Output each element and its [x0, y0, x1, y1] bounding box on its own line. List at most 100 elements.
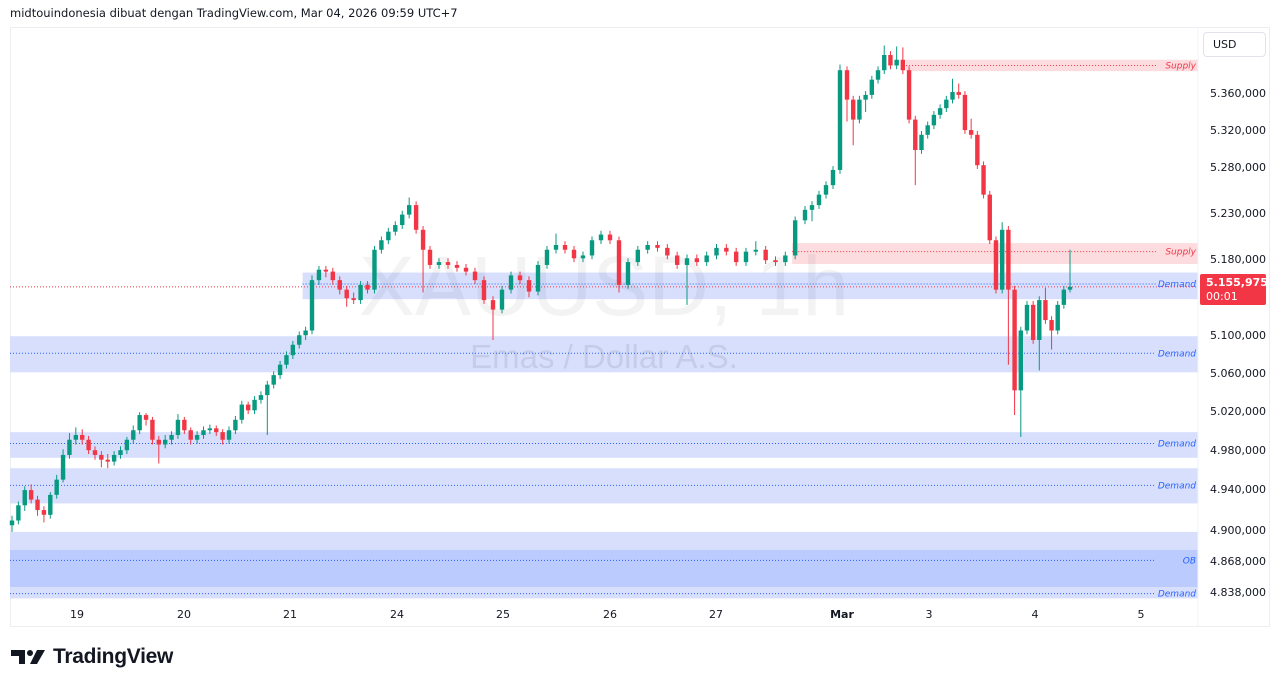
- candle: [844, 66, 850, 122]
- tradingview-logo[interactable]: TradingView: [11, 645, 173, 669]
- candle: [544, 245, 550, 269]
- candle-body: [517, 275, 523, 281]
- candle: [220, 429, 225, 445]
- zone-label: Supply: [1165, 61, 1196, 71]
- candle-body: [131, 430, 136, 440]
- candle: [607, 230, 613, 245]
- candle-body: [1037, 300, 1042, 340]
- candle-body: [137, 415, 142, 431]
- candle-body: [694, 258, 700, 263]
- chart-header: midtouindonesia dibuat dengan TradingVie…: [10, 6, 458, 20]
- candle-body: [9, 520, 15, 526]
- candle-body: [616, 240, 622, 285]
- candle-body: [427, 249, 433, 265]
- candle-body: [41, 510, 47, 515]
- candle: [372, 245, 377, 294]
- candle: [598, 230, 604, 245]
- candle-body: [1049, 320, 1054, 331]
- candle: [1061, 285, 1067, 309]
- candle: [694, 254, 700, 266]
- candle-body: [105, 459, 110, 462]
- candle: [406, 197, 412, 219]
- candle-body: [386, 231, 391, 241]
- candle-body: [28, 490, 34, 500]
- candle-body: [882, 55, 887, 71]
- candle: [837, 64, 843, 174]
- candle: [773, 256, 778, 266]
- candle: [999, 222, 1005, 294]
- candle: [169, 431, 174, 445]
- candle: [35, 495, 40, 516]
- candle: [400, 210, 405, 229]
- candle: [1055, 301, 1060, 335]
- candle: [379, 236, 384, 254]
- candle: [105, 454, 110, 469]
- candle: [913, 115, 918, 186]
- candle: [28, 484, 34, 504]
- candle-body: [607, 234, 613, 241]
- candle-body: [1018, 330, 1023, 391]
- candle: [365, 281, 370, 294]
- candle-body: [981, 165, 986, 195]
- candle: [944, 95, 949, 112]
- candle: [290, 340, 296, 359]
- candle: [481, 276, 487, 304]
- candle: [535, 261, 541, 296]
- x-tick-label: Mar: [830, 608, 854, 621]
- candle-body: [1030, 304, 1036, 340]
- candle: [743, 247, 749, 266]
- candle-body: [16, 505, 21, 521]
- candle-body: [906, 70, 912, 120]
- zone-label: Demand: [1158, 440, 1196, 450]
- candle: [562, 241, 568, 254]
- candle-body: [645, 245, 650, 250]
- candle: [875, 66, 881, 84]
- candle-body: [1067, 286, 1073, 290]
- y-tick-label: 5.320,000: [1210, 124, 1266, 137]
- candle-body: [823, 185, 829, 195]
- candle-body: [580, 255, 586, 259]
- candle-body: [900, 59, 906, 71]
- candle: [981, 161, 986, 199]
- candle-body: [894, 59, 899, 66]
- y-tick-label: 4.838,000: [1210, 586, 1266, 599]
- candle: [616, 236, 622, 293]
- candle-body: [245, 404, 251, 411]
- y-tick-label: 5.060,000: [1210, 367, 1266, 380]
- candle: [968, 118, 974, 139]
- candle-body: [344, 289, 349, 299]
- candle-body: [316, 269, 322, 281]
- candle: [207, 424, 213, 435]
- candle: [80, 429, 85, 445]
- candle-body: [753, 249, 759, 252]
- candle-body: [80, 435, 85, 440]
- zone-label: Demand: [1158, 349, 1196, 359]
- y-tick-label: 4.900,000: [1210, 524, 1266, 537]
- candle: [297, 331, 302, 349]
- candle-body: [420, 229, 426, 250]
- candle-body: [816, 194, 822, 206]
- candle-body: [481, 280, 487, 301]
- candle: [73, 427, 79, 445]
- candle: [344, 285, 349, 307]
- candle: [156, 435, 162, 464]
- candle: [427, 245, 433, 269]
- candle-body: [207, 428, 213, 431]
- candle-body: [150, 419, 155, 440]
- candle-body: [233, 419, 238, 431]
- candle: [863, 91, 868, 112]
- candle-body: [220, 432, 225, 440]
- x-tick-label: 21: [283, 608, 297, 621]
- y-tick-label: 5.360,000: [1210, 87, 1266, 100]
- currency-button[interactable]: USD: [1203, 32, 1266, 57]
- candle-body: [143, 415, 149, 420]
- candle-body: [773, 260, 778, 263]
- zone-demand: [302, 272, 1198, 300]
- candle: [182, 416, 187, 435]
- candle-body: [490, 300, 496, 310]
- candle: [645, 241, 650, 254]
- candle: [962, 91, 968, 134]
- candle-body: [684, 258, 690, 265]
- candle: [265, 380, 270, 435]
